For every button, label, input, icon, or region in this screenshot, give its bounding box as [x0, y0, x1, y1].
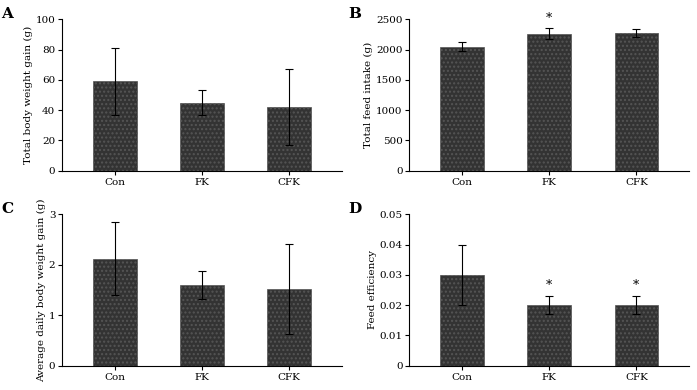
Bar [93, 259, 137, 366]
Bar [93, 82, 137, 171]
Bar [180, 103, 224, 171]
Text: *: * [633, 279, 639, 292]
Text: B: B [348, 7, 361, 21]
Text: D: D [348, 202, 361, 216]
Y-axis label: Total feed intake (g): Total feed intake (g) [364, 42, 373, 148]
Text: *: * [546, 279, 552, 292]
Bar [268, 289, 311, 366]
Y-axis label: Average daily body weight gain (g): Average daily body weight gain (g) [37, 198, 46, 382]
Bar [268, 107, 311, 171]
Y-axis label: Total body weight gain (g): Total body weight gain (g) [24, 26, 33, 164]
Text: C: C [1, 202, 13, 216]
Bar [527, 34, 571, 171]
Bar [440, 46, 484, 171]
Y-axis label: Feed efficiency: Feed efficiency [367, 250, 376, 330]
Bar [615, 305, 658, 366]
Bar [615, 33, 658, 171]
Bar [440, 275, 484, 366]
Bar [180, 285, 224, 366]
Text: A: A [1, 7, 13, 21]
Text: *: * [546, 12, 552, 25]
Bar [527, 305, 571, 366]
